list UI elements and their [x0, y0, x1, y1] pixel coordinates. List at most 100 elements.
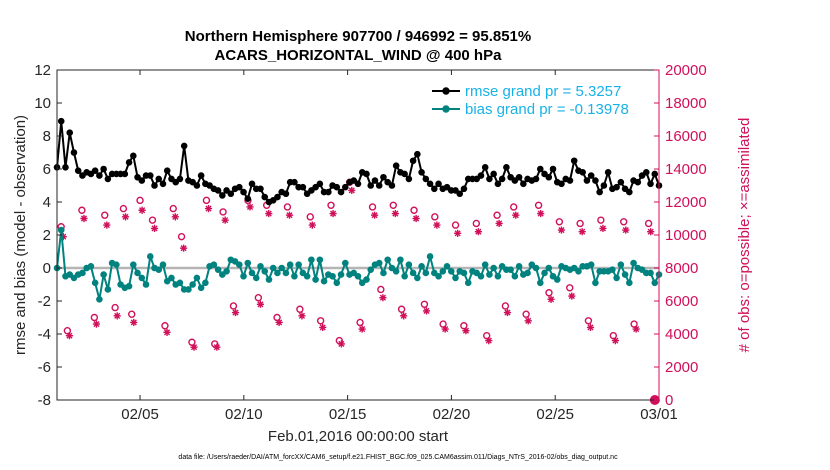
bias-point: [210, 261, 218, 269]
y-right-tick-label: 10000: [665, 227, 707, 244]
rmse-point: [380, 173, 387, 181]
rmse-point: [134, 173, 141, 181]
obs-assimilated-marker: [337, 340, 345, 348]
obs-assimilated-marker: [495, 219, 503, 228]
bias-point: [100, 271, 107, 278]
obs-assimilated-marker: [80, 214, 88, 223]
rmse-point: [638, 172, 646, 179]
obs-assimilated-marker: [557, 226, 566, 234]
obs-assimilated-marker: [371, 211, 379, 219]
rmse-point: [443, 183, 451, 191]
rmse-point: [452, 187, 459, 194]
obs-possible-marker: [566, 284, 574, 292]
rmse-point: [219, 192, 226, 199]
obs-assimilated-marker: [485, 337, 493, 345]
obs-assimilated-marker: [308, 221, 316, 229]
y-right-tick-label: 0: [665, 392, 673, 409]
rmse-point: [74, 167, 82, 174]
obs-assimilated-marker: [130, 318, 138, 327]
bias-point: [354, 272, 362, 280]
bias-point: [545, 264, 553, 272]
bias-point: [553, 276, 561, 283]
bias-point: [252, 274, 260, 282]
rmse-point: [163, 167, 171, 174]
rmse-point: [587, 172, 595, 179]
bias-point: [477, 272, 485, 280]
bias-point: [549, 272, 557, 280]
rmse-point: [375, 182, 383, 189]
rmse-point: [536, 165, 544, 173]
bias-point: [257, 263, 264, 270]
bias-point: [647, 269, 654, 277]
obs-assimilated-marker: [231, 308, 240, 317]
obs-assimilated-marker: [150, 224, 159, 232]
rmse-point: [392, 162, 400, 169]
y-right-tick-label: 6000: [665, 293, 698, 310]
obs-assimilated-marker: [59, 233, 67, 241]
x-tick-label: 03/01: [640, 406, 678, 423]
bias-point: [358, 279, 366, 287]
obs-possible-marker: [136, 196, 144, 205]
bias-point: [414, 274, 421, 282]
obs-possible-marker: [545, 289, 553, 297]
bias-point: [367, 266, 375, 273]
rmse-point: [384, 178, 391, 186]
obs-possible-marker: [493, 211, 501, 219]
bias-point: [278, 264, 285, 272]
obs-possible-marker: [111, 303, 119, 312]
bias-point: [384, 256, 391, 264]
plot-area: [57, 70, 659, 400]
bias-point: [426, 253, 434, 260]
legend-label-rmse: rmse grand pr = 5.3257: [465, 83, 621, 100]
bias-point: [405, 261, 413, 269]
obs-assimilated-marker: [285, 211, 294, 219]
bias-point: [617, 261, 625, 269]
rmse-point: [172, 178, 180, 186]
y-left-tick-label: -4: [38, 326, 51, 343]
rmse-point: [282, 190, 290, 198]
rmse-point: [151, 182, 158, 189]
bias-point: [494, 272, 502, 280]
rmse-point: [490, 170, 497, 178]
bias-point: [515, 263, 523, 270]
bias-point: [431, 269, 438, 277]
bias-point: [320, 277, 328, 285]
bias-point: [333, 279, 341, 287]
bias-point: [117, 281, 124, 288]
y-left-tick-label: 6: [43, 161, 51, 178]
obs-assimilated-marker: [190, 343, 198, 351]
y-right-tick-label: 4000: [665, 326, 698, 343]
rmse-point: [414, 150, 421, 158]
obs-possible-marker: [254, 294, 263, 302]
rmse-point: [435, 180, 442, 188]
bias-point: [142, 281, 150, 288]
rmse-point: [261, 193, 269, 201]
bias-point: [193, 274, 201, 282]
obs-possible-marker: [219, 208, 227, 216]
rmse-point: [647, 180, 654, 188]
obs-assimilated-marker: [65, 332, 74, 340]
obs-possible-marker: [584, 317, 593, 325]
data-file-footnote: data file: /Users/raeder/DAI/ATM_forcXX/…: [178, 454, 618, 461]
obs-assimilated-marker: [503, 308, 512, 317]
bias-point: [435, 272, 442, 280]
y-right-tick-label: 14000: [665, 161, 707, 178]
bias-point: [223, 268, 230, 275]
bias-point: [439, 268, 447, 275]
obs-assimilated-marker: [412, 214, 420, 223]
bias-point: [269, 264, 277, 272]
obs-assimilated-marker: [298, 312, 306, 320]
rmse-point: [193, 182, 201, 189]
obs-assimilated-marker: [537, 209, 545, 218]
rmse-point: [409, 157, 417, 165]
rmse-point: [227, 190, 235, 198]
rmse-point: [100, 165, 107, 173]
bias-point: [159, 261, 167, 269]
obs-possible-marker: [356, 318, 364, 327]
rmse-point: [642, 169, 650, 176]
y-right-tick-label: 16000: [665, 128, 707, 145]
rmse-point: [223, 187, 230, 194]
bias-point: [214, 266, 222, 273]
bias-point: [486, 271, 493, 278]
